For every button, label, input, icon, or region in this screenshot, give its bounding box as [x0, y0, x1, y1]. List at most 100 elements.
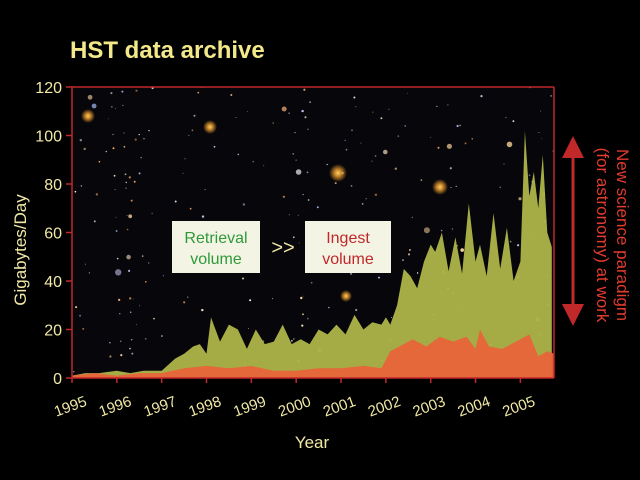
star	[301, 324, 304, 327]
star	[79, 139, 83, 142]
star	[115, 230, 118, 232]
star	[252, 161, 254, 163]
star	[123, 132, 125, 134]
star	[116, 257, 119, 260]
star	[189, 207, 192, 210]
galaxy	[81, 109, 95, 123]
star	[121, 90, 124, 93]
star	[115, 216, 117, 218]
star	[145, 281, 147, 283]
star	[204, 189, 206, 191]
star	[404, 125, 407, 127]
x-tick-label: 2002	[366, 393, 403, 420]
star	[125, 187, 127, 189]
y-tick-label: 80	[44, 177, 62, 194]
star	[411, 216, 413, 218]
star	[87, 94, 93, 100]
star	[306, 171, 309, 174]
star	[83, 147, 86, 151]
star	[131, 352, 134, 355]
star	[307, 128, 309, 130]
star	[326, 163, 328, 166]
star	[295, 169, 302, 175]
star	[436, 105, 438, 107]
star	[300, 296, 303, 300]
y-tick-label: 120	[35, 80, 62, 97]
star	[440, 229, 443, 232]
star	[505, 116, 507, 119]
ingest-volume-area	[72, 329, 554, 378]
star	[133, 180, 136, 183]
star	[451, 228, 454, 230]
star	[115, 269, 122, 276]
plot-area	[72, 87, 554, 378]
star	[136, 324, 137, 325]
star	[120, 340, 122, 342]
star	[201, 308, 204, 312]
star	[506, 141, 513, 148]
star	[345, 148, 348, 151]
star	[518, 197, 522, 201]
star	[123, 145, 126, 148]
star	[374, 193, 378, 196]
star	[509, 240, 512, 243]
galaxy	[432, 179, 448, 195]
star	[307, 199, 310, 201]
star	[237, 153, 240, 156]
star	[213, 145, 216, 148]
star	[138, 172, 141, 175]
star	[248, 328, 249, 330]
star	[310, 281, 313, 284]
star	[416, 272, 419, 274]
star	[93, 220, 96, 223]
x-tick-label: 1998	[186, 393, 223, 420]
star	[455, 185, 457, 187]
star	[148, 130, 150, 132]
star	[151, 212, 153, 214]
star	[471, 138, 473, 140]
star	[263, 165, 265, 167]
x-tick-label: 2000	[276, 393, 313, 420]
star	[141, 255, 144, 257]
star	[459, 124, 461, 127]
paradigm-line1: New science paradigm	[613, 149, 632, 321]
star	[98, 160, 101, 163]
star	[307, 317, 309, 320]
star	[115, 108, 117, 110]
star	[118, 298, 121, 301]
star	[138, 133, 140, 136]
star	[162, 275, 164, 277]
x-tick-label: 1997	[142, 393, 179, 420]
star	[132, 298, 134, 300]
star	[430, 136, 432, 138]
star	[316, 206, 319, 209]
star	[402, 259, 404, 262]
star	[538, 132, 540, 133]
star	[450, 187, 452, 189]
star	[108, 118, 110, 120]
ingest-volume-callout: Ingest volume	[305, 221, 391, 273]
star	[113, 174, 116, 177]
star	[446, 143, 452, 149]
star	[74, 190, 77, 193]
star	[88, 272, 90, 274]
x-tick-label: 2003	[411, 393, 448, 420]
y-axis-label: Gigabytes/Day	[11, 194, 30, 306]
star	[480, 95, 483, 98]
star	[235, 117, 237, 118]
star	[124, 173, 127, 176]
star	[309, 101, 311, 103]
star	[230, 94, 233, 96]
star	[420, 179, 423, 181]
galaxy	[203, 120, 217, 134]
star	[114, 189, 116, 191]
star	[460, 248, 465, 252]
star	[112, 133, 114, 136]
star	[143, 138, 145, 140]
star	[129, 297, 132, 300]
star	[292, 153, 294, 155]
star	[292, 236, 295, 239]
star	[378, 276, 380, 279]
star	[302, 295, 304, 297]
